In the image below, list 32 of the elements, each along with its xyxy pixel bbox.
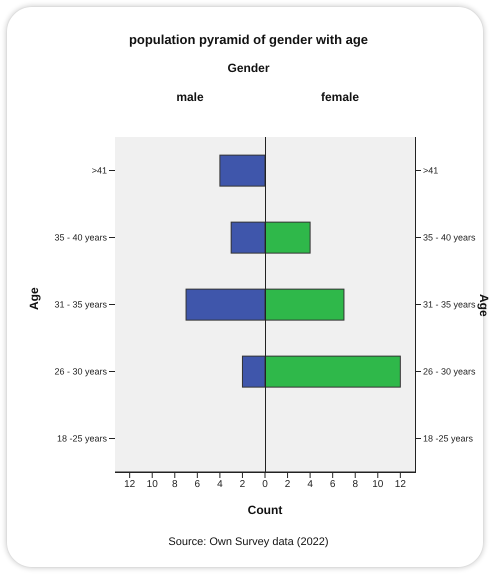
x-tick-label: 4: [307, 479, 314, 490]
x-tick-label: 6: [194, 479, 201, 490]
x-tick-label: 4: [217, 479, 224, 490]
x-tick-label: 8: [352, 479, 358, 490]
y-tick-label: 31 - 35 years: [54, 300, 108, 310]
y-tick-label: 35 - 40 years: [54, 232, 108, 243]
y-axis-title: Age: [27, 286, 41, 310]
y-tick-label: 26 - 30 years: [423, 366, 476, 377]
x-tick-label: 8: [172, 479, 178, 490]
x-tick-label: 0: [262, 479, 268, 490]
x-tick-label: 12: [394, 479, 406, 490]
y-tick-label: 18 -25 years: [423, 434, 474, 444]
text: male: [176, 90, 204, 104]
x-axis-title: Count: [246, 503, 284, 517]
x-tick-label: 2: [240, 479, 246, 490]
x-tick-label: 6: [330, 479, 336, 490]
y-tick-label: >41: [423, 166, 438, 176]
x-tick-label: 10: [372, 479, 384, 490]
y-tick-label: >41: [92, 166, 107, 176]
chart-title: population pyramid of gender with age: [128, 32, 370, 47]
text: female: [320, 90, 360, 104]
source-note: Source: Own Survey data (2022): [167, 536, 330, 548]
y-tick-label: 26 - 30 years: [54, 366, 108, 377]
y-tick-label: 18 -25 years: [56, 434, 108, 444]
x-tick-label: 10: [146, 479, 158, 490]
x-tick-label: 12: [124, 479, 136, 490]
y-axis-title: Age: [477, 294, 491, 316]
y-tick-label: 35 - 40 years: [423, 232, 476, 243]
y-tick-label: 31 - 35 years: [423, 300, 476, 310]
chart-subtitle: Gender: [226, 61, 270, 75]
bar: [219, 154, 265, 187]
x-tick-label: 2: [284, 479, 291, 490]
